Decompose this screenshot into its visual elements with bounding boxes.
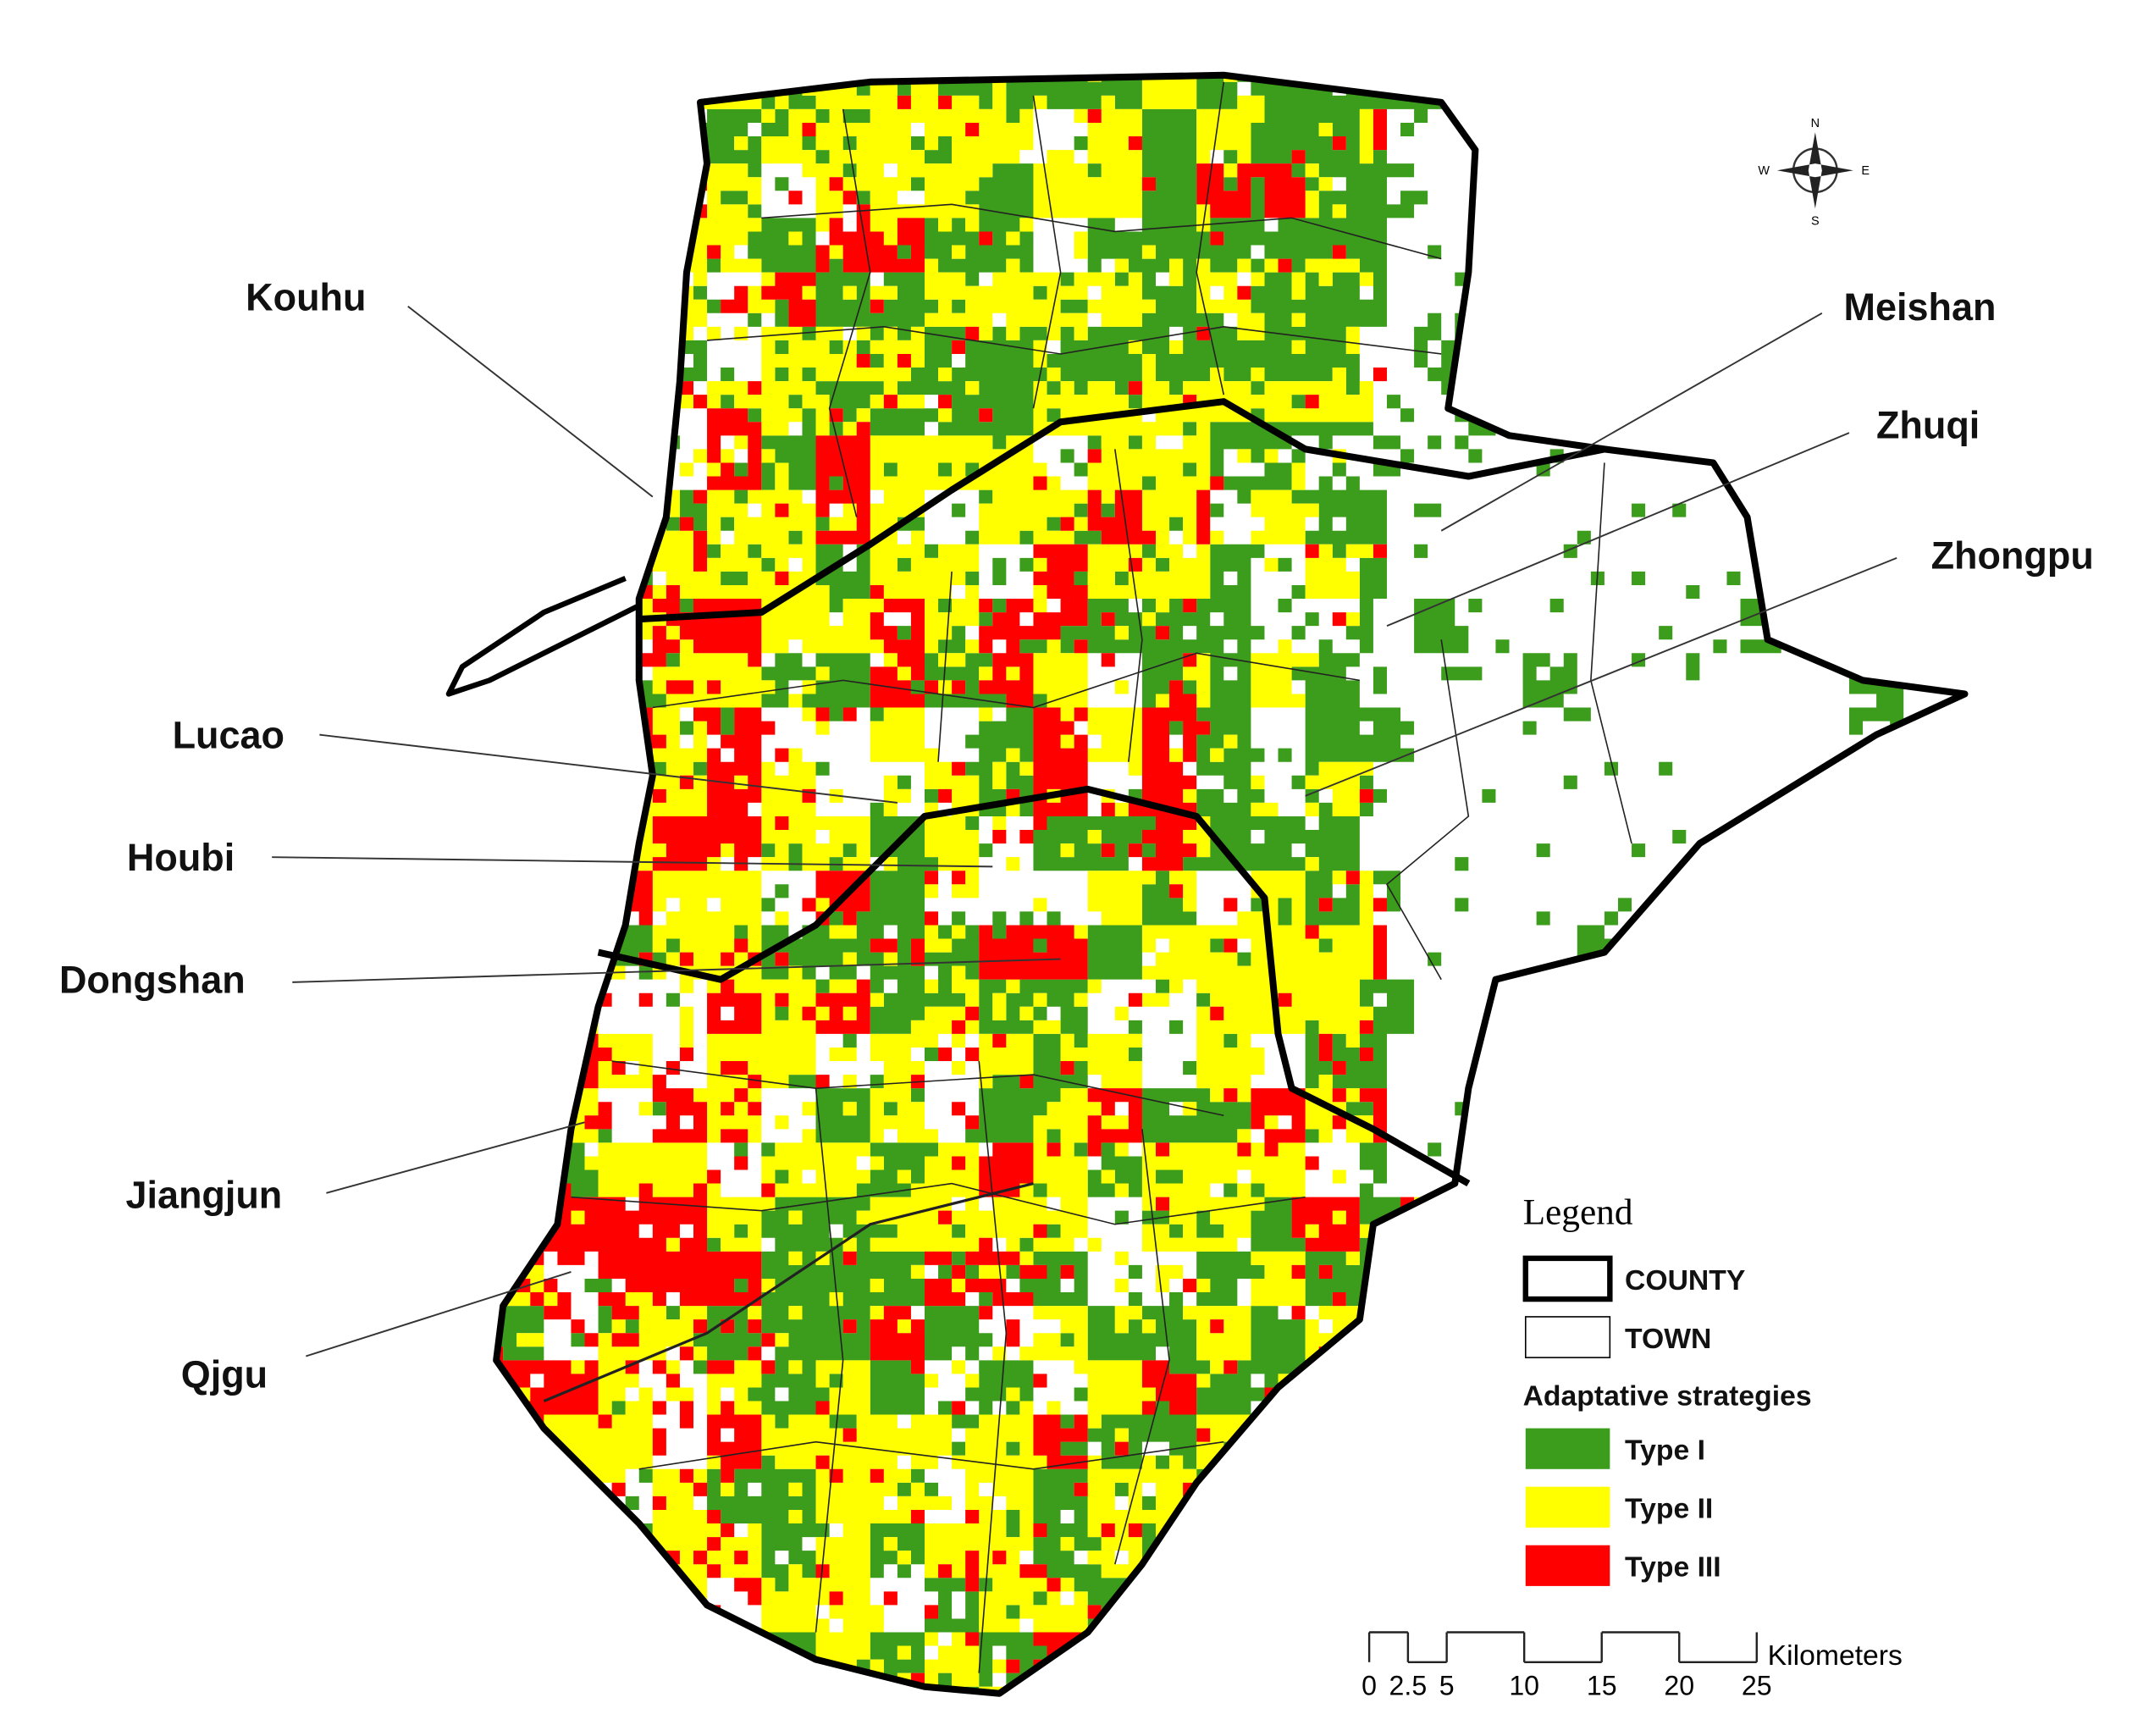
land-patch xyxy=(496,75,1795,1694)
place-label: Dongshan xyxy=(59,959,246,1002)
strategy-label: Type III xyxy=(1625,1551,1721,1584)
scale-unit: Kilometers xyxy=(1768,1639,1903,1672)
place-labels: Kouhu Meishan Zhuqi Zhongpu Lucao Houbi Dongsh… xyxy=(59,276,2094,1396)
compass-star xyxy=(1776,132,1853,209)
scale-tick-label: 2.5 xyxy=(1389,1670,1428,1700)
scale-tick-label: 20 xyxy=(1664,1670,1694,1700)
scale-tick-label: 15 xyxy=(1587,1670,1617,1700)
strategy-swatch xyxy=(1525,1545,1610,1586)
compass-w: W xyxy=(1758,164,1770,178)
scale-tick-label: 10 xyxy=(1509,1670,1539,1700)
place-label: Jiangjun xyxy=(125,1173,282,1216)
place-label: Qjgu xyxy=(181,1352,268,1396)
compass: N S E W xyxy=(1758,117,1870,229)
scale-tick-label: 25 xyxy=(1742,1670,1772,1700)
town-boundaries xyxy=(543,81,1632,1673)
place-label: Meishan xyxy=(1844,285,1997,329)
leader-line xyxy=(407,306,654,498)
legend: Legend COUNTY TOWN Adaptative strategies… xyxy=(1523,1192,1812,1586)
legend-title: Legend xyxy=(1523,1192,1633,1233)
scale-segments xyxy=(1369,1631,1757,1664)
land-patch xyxy=(496,75,1965,1694)
place-label: Zhongpu xyxy=(1931,534,2094,578)
strategy-label: Type I xyxy=(1625,1435,1705,1467)
place-label: Zhuqi xyxy=(1876,404,1980,447)
place-label: Houbi xyxy=(127,836,235,879)
leader-line xyxy=(319,733,898,804)
leader-line xyxy=(306,1271,572,1357)
leader-line xyxy=(1440,312,1823,532)
leader-line xyxy=(272,856,993,868)
scale-tick-label: 0 xyxy=(1361,1670,1377,1700)
county-swatch xyxy=(1522,1255,1613,1302)
compass-s: S xyxy=(1811,214,1820,228)
leader-line xyxy=(1305,556,1897,797)
leader-line xyxy=(326,1121,585,1194)
leader-line xyxy=(292,958,1061,983)
compass-e: E xyxy=(1861,164,1870,178)
place-label: Lucao xyxy=(173,714,284,757)
legend-strategies-title: Adaptative strategies xyxy=(1523,1379,1812,1412)
strategy-swatch xyxy=(1525,1486,1610,1528)
strategy-label: Type II xyxy=(1625,1493,1713,1525)
leader-line xyxy=(1386,432,1850,628)
land-cover xyxy=(496,75,1965,1694)
strategy-items: Type I Type II Type III xyxy=(1525,1428,1721,1586)
strategy-swatch xyxy=(1525,1428,1610,1469)
place-label: Kouhu xyxy=(246,276,366,319)
scale-tick-label: 5 xyxy=(1439,1670,1455,1700)
county-boundaries xyxy=(445,75,1965,1694)
land-patch xyxy=(496,75,1965,1694)
legend-town: TOWN xyxy=(1625,1323,1711,1355)
compass-n: N xyxy=(1811,117,1820,130)
legend-county: COUNTY xyxy=(1625,1264,1745,1296)
town-swatch xyxy=(1524,1316,1611,1358)
